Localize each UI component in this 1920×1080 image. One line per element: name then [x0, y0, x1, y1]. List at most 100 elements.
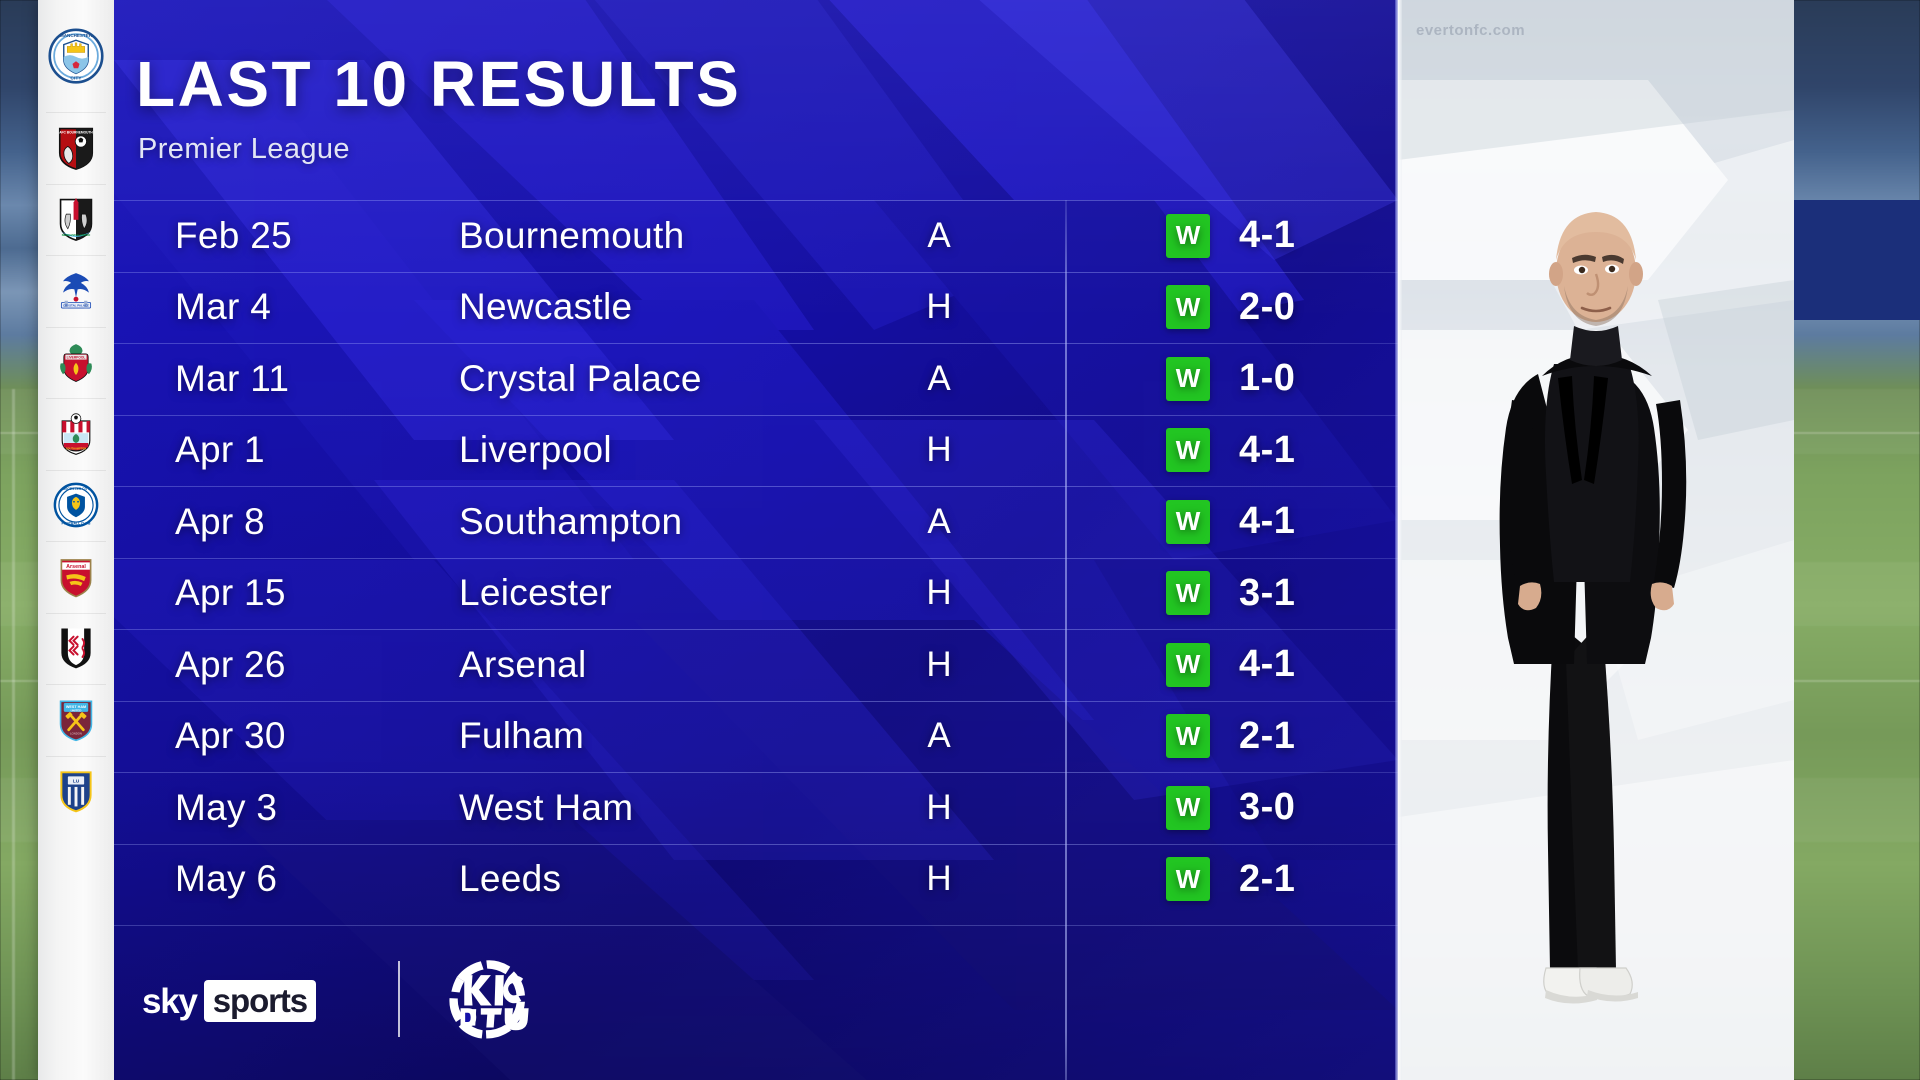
- cell-venue: H: [926, 430, 952, 470]
- crest-west-ham: WEST HAM UNITED LONDON: [38, 684, 114, 756]
- leicester-crest-icon: LEICESTER CITY FOOTBALL CLUB: [53, 482, 99, 528]
- crest-arsenal: Arsenal: [38, 541, 114, 613]
- table-row[interactable]: May 3 West Ham H W 3-0: [114, 772, 1398, 844]
- leeds-crest-icon: LU: [60, 771, 92, 813]
- crest-newcastle: NEWCASTLE UNITED: [38, 183, 114, 256]
- chevron-pattern-icon: [114, 0, 1398, 1080]
- cell-result: W: [1159, 486, 1217, 558]
- crest-leeds: LU: [38, 755, 114, 828]
- column-divider: [1065, 200, 1067, 1080]
- table-row[interactable]: Feb 25 Bournemouth A W 4-1: [114, 200, 1398, 272]
- cell-score: 4-1: [1239, 500, 1296, 543]
- cell-opponent: Arsenal: [459, 643, 587, 685]
- cell-result: W: [1159, 415, 1217, 487]
- cell-result: W: [1159, 558, 1217, 630]
- svg-text:LU: LU: [73, 779, 80, 785]
- crest-leicester: LEICESTER CITY FOOTBALL CLUB: [38, 469, 114, 542]
- page-title: LAST 10 RESULTS: [136, 48, 742, 120]
- table-row[interactable]: Apr 26 Arsenal H W 4-1: [114, 629, 1398, 701]
- svg-text:UNITED: UNITED: [71, 708, 82, 712]
- cell-opponent: Bournemouth: [459, 214, 685, 256]
- cell-score: 3-1: [1239, 571, 1296, 614]
- cell-date: Apr 1: [175, 429, 265, 471]
- crest-fulham: [38, 612, 114, 685]
- svg-text:LEICESTER CITY: LEICESTER CITY: [62, 487, 91, 491]
- manager-portrait-panel: evertonfc.com: [1398, 0, 1794, 1080]
- crest-southampton: SOUTHAMPTON: [38, 398, 114, 470]
- cell-venue: H: [926, 859, 952, 899]
- table-row[interactable]: Apr 30 Fulham A W 2-1: [114, 700, 1398, 773]
- cell-opponent: Southampton: [459, 500, 683, 542]
- cell-score: 4-1: [1239, 428, 1296, 471]
- cell-result: W: [1159, 772, 1217, 844]
- cell-result: W: [1159, 629, 1217, 701]
- cell-date: May 6: [175, 858, 278, 900]
- west-ham-crest-icon: WEST HAM UNITED LONDON: [59, 700, 93, 741]
- crest-bournemouth: AFC BOURNEMOUTH: [38, 112, 114, 184]
- svg-text:CRYSTAL PALACE: CRYSTAL PALACE: [63, 303, 89, 307]
- result-badge: W: [1166, 285, 1210, 330]
- sky-wordmark: sky: [142, 981, 198, 1021]
- result-badge: W: [1166, 857, 1210, 902]
- cell-result: W: [1159, 272, 1217, 344]
- result-badge: W: [1166, 356, 1210, 401]
- svg-text:SOUTHAMPTON: SOUTHAMPTON: [66, 446, 86, 450]
- crystal-palace-crest-icon: CRYSTAL PALACE: [60, 272, 92, 309]
- arsenal-crest-icon: Arsenal: [60, 558, 92, 598]
- cell-opponent: Leeds: [459, 858, 562, 900]
- table-row[interactable]: Mar 11 Crystal Palace A W 1-0: [114, 343, 1398, 415]
- cell-venue: A: [927, 501, 951, 541]
- svg-text:WEST HAM: WEST HAM: [66, 705, 86, 709]
- cell-date: Apr 26: [175, 643, 286, 685]
- result-badge: W: [1166, 428, 1210, 473]
- svg-text:NEWCASTLE UNITED: NEWCASTLE UNITED: [62, 233, 90, 237]
- crest-manchester-city: MANCHESTER CITY: [38, 0, 114, 112]
- table-row[interactable]: May 6 Leeds H W 2-1: [114, 843, 1398, 916]
- svg-text:LONDON: LONDON: [70, 731, 82, 735]
- live-feed-sliver: [1794, 0, 1920, 1080]
- crest-liverpool: LIVERPOOL: [38, 326, 114, 399]
- fulham-crest-icon: [61, 628, 91, 669]
- cell-score: 2-1: [1239, 714, 1296, 757]
- table-row[interactable]: Apr 1 Liverpool H W 4-1: [114, 414, 1398, 487]
- cell-score: 4-1: [1239, 214, 1296, 257]
- result-badge: W: [1166, 785, 1210, 830]
- cell-score: 2-0: [1239, 285, 1296, 328]
- cell-venue: A: [927, 716, 951, 756]
- cell-date: May 3: [175, 786, 278, 828]
- cell-score: 2-1: [1239, 857, 1296, 900]
- table-row[interactable]: Mar 4 Newcastle H W 2-0: [114, 271, 1398, 344]
- cell-venue: H: [926, 787, 952, 827]
- result-badge: W: [1166, 213, 1210, 258]
- cell-opponent: Leicester: [459, 572, 612, 614]
- cell-result: W: [1159, 343, 1217, 415]
- newcastle-crest-icon: NEWCASTLE UNITED: [59, 198, 93, 242]
- cell-date: Feb 25: [175, 214, 292, 256]
- sky-sports-logo: sky sports: [142, 980, 317, 1022]
- cell-score: 4-1: [1239, 643, 1296, 686]
- southampton-crest-icon: SOUTHAMPTON: [61, 413, 91, 455]
- cell-opponent: Liverpool: [459, 429, 612, 471]
- cell-venue: H: [926, 644, 952, 684]
- cell-opponent: West Ham: [459, 786, 634, 828]
- footer-divider: [398, 961, 400, 1037]
- sports-wordmark-box: sports: [203, 980, 317, 1022]
- liverpool-crest-icon: LIVERPOOL: [60, 344, 92, 383]
- table-row[interactable]: Apr 8 Southampton A W 4-1: [114, 486, 1398, 558]
- results-panel: LAST 10 RESULTS Premier League Feb 25 Bo…: [114, 0, 1398, 1080]
- cell-score: 1-0: [1239, 357, 1296, 400]
- cell-opponent: Fulham: [459, 715, 585, 757]
- cell-venue: A: [927, 358, 951, 398]
- cell-date: Apr 30: [175, 715, 286, 757]
- manager-figure: [1499, 212, 1687, 1004]
- result-badge: W: [1166, 571, 1210, 616]
- svg-text:LIVERPOOL: LIVERPOOL: [67, 356, 86, 360]
- cell-venue: H: [926, 287, 952, 327]
- svg-text:MANCHESTER: MANCHESTER: [60, 33, 93, 38]
- result-badge: W: [1166, 714, 1210, 759]
- cell-result: W: [1159, 200, 1217, 272]
- result-badge: W: [1166, 499, 1210, 544]
- table-row[interactable]: Apr 15 Leicester H W 3-1: [114, 557, 1398, 630]
- cell-opponent: Crystal Palace: [459, 357, 702, 399]
